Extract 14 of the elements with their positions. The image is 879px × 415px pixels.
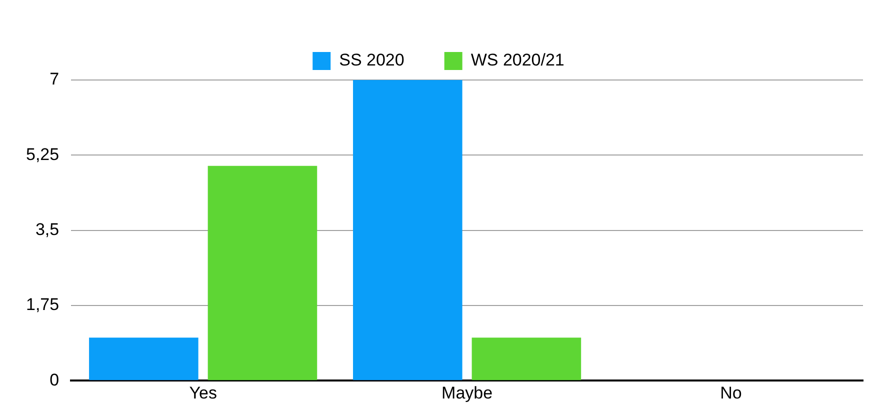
bar bbox=[472, 338, 582, 380]
x-tick-label: No bbox=[720, 383, 742, 402]
x-tick-label: Yes bbox=[189, 383, 217, 402]
y-tick-label: 1,75 bbox=[26, 295, 60, 314]
x-tick-label: Maybe bbox=[442, 383, 493, 402]
y-tick-label: 7 bbox=[50, 70, 60, 89]
bar bbox=[353, 80, 462, 380]
bar bbox=[89, 338, 198, 380]
legend-label: WS 2020/21 bbox=[470, 50, 564, 70]
legend-label: SS 2020 bbox=[339, 50, 404, 70]
bar bbox=[208, 166, 318, 380]
y-tick-label: 0 bbox=[50, 370, 60, 390]
y-tick-label: 5,25 bbox=[26, 144, 60, 164]
y-tick-label: 3,5 bbox=[35, 220, 60, 239]
